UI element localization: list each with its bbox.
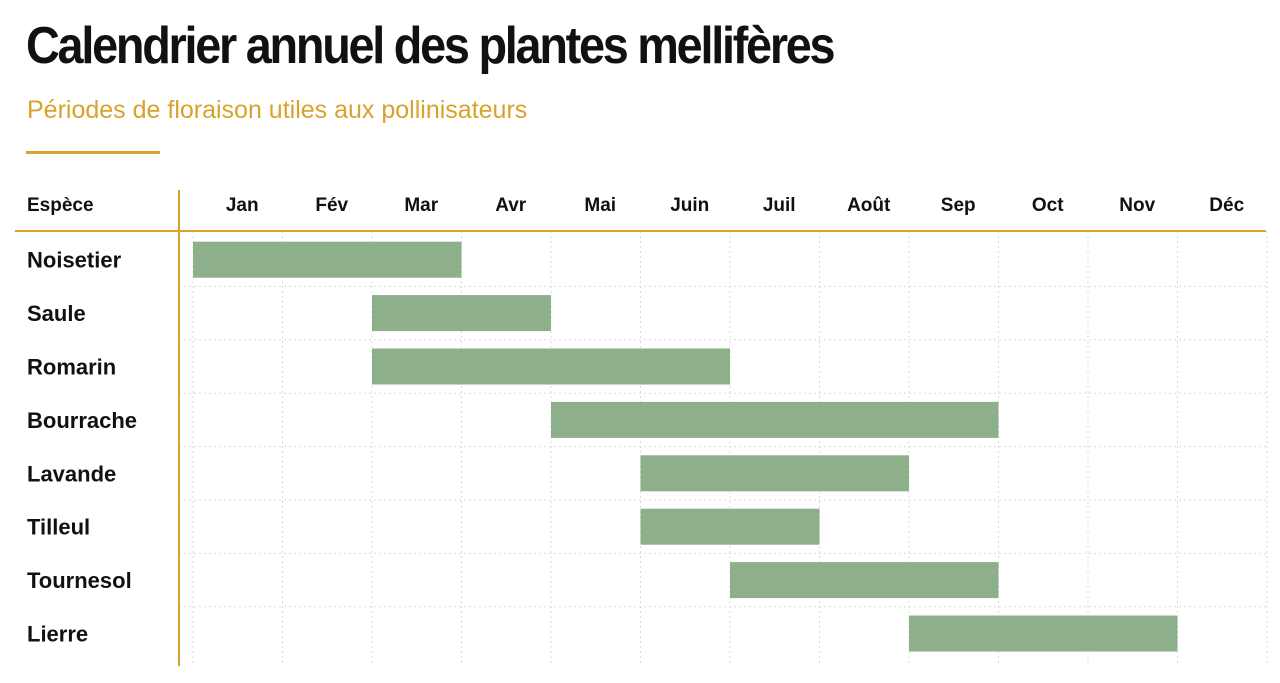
species-label: Saule bbox=[27, 301, 86, 326]
month-label: Avr bbox=[495, 195, 527, 216]
species-label: Noisetier bbox=[27, 248, 122, 273]
month-label: Oct bbox=[1032, 195, 1064, 216]
month-label: Déc bbox=[1209, 195, 1244, 216]
label-layer: Espèce Jan Fév Mar Avr Mai Juin Juil Août Sep Oct N… bbox=[27, 195, 1245, 647]
chart-subtitle: Périodes de floraison utiles aux pollini… bbox=[27, 96, 528, 124]
species-label: Tournesol bbox=[27, 568, 132, 593]
bloom-bar bbox=[640, 455, 909, 492]
species-label: Lierre bbox=[27, 622, 88, 647]
axis-layer bbox=[15, 190, 1266, 667]
bloom-bar bbox=[640, 508, 820, 545]
species-column-header: Espèce bbox=[27, 195, 94, 216]
bloom-bar bbox=[193, 241, 462, 278]
accent-rule bbox=[26, 151, 160, 154]
species-label: Lavande bbox=[27, 461, 116, 486]
month-label: Juin bbox=[670, 195, 709, 216]
month-label: Nov bbox=[1119, 195, 1155, 216]
chart-title: Calendrier annuel des plantes mellifères bbox=[26, 17, 836, 75]
month-label: Mai bbox=[584, 195, 616, 216]
month-label: Juil bbox=[763, 195, 796, 216]
month-label: Août bbox=[847, 195, 891, 216]
bloom-bar bbox=[909, 615, 1178, 652]
month-label: Sep bbox=[941, 195, 976, 216]
grid-layer bbox=[179, 231, 1268, 667]
bloom-bar bbox=[730, 562, 999, 599]
species-label: Romarin bbox=[27, 355, 116, 380]
species-label: Tilleul bbox=[27, 515, 90, 540]
month-label: Jan bbox=[226, 195, 259, 216]
bloom-bar bbox=[551, 401, 999, 438]
bar-layer bbox=[193, 241, 1178, 652]
species-label: Bourrache bbox=[27, 408, 137, 433]
month-label: Mar bbox=[404, 195, 438, 216]
bloom-bar bbox=[372, 295, 551, 332]
month-label: Fév bbox=[315, 195, 348, 216]
bloom-bar bbox=[372, 348, 730, 385]
